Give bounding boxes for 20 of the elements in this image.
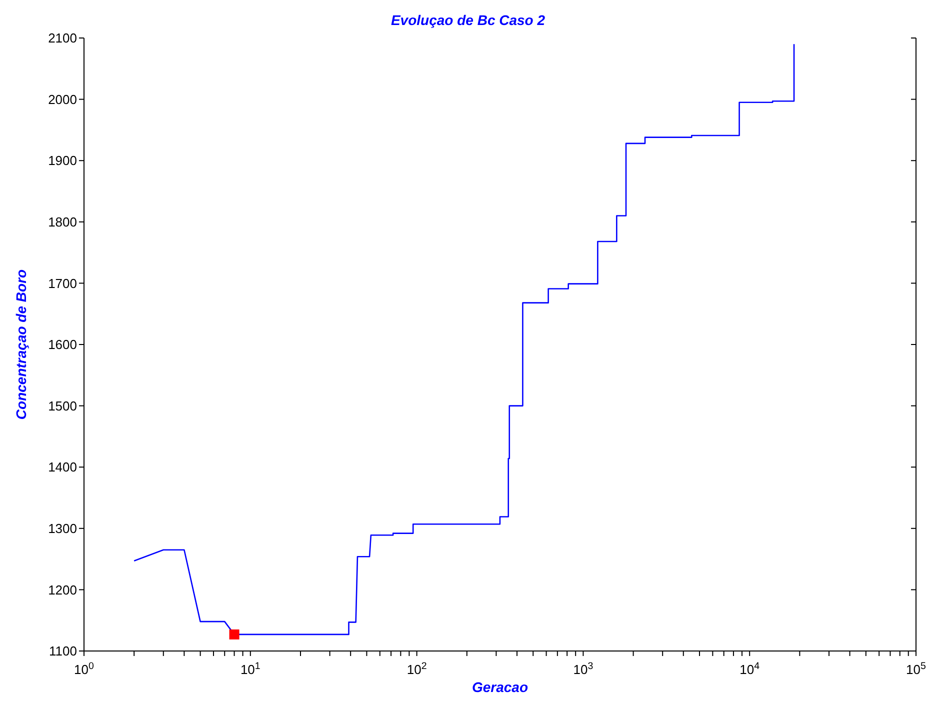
x-tick-label: 10$^{1}$ [240, 660, 260, 677]
y-tick-label: 1300 [48, 521, 77, 536]
y-tick-label: 1400 [48, 460, 77, 475]
y-tick-label: 2000 [48, 92, 77, 107]
chart-title: Evoluçao de Bc Caso 2 [390, 12, 546, 28]
y-tick-label: 1500 [48, 398, 77, 414]
y-tick-label: 1600 [48, 337, 77, 352]
y-tick-label: 2100 [48, 30, 77, 46]
y-tick-label: 1900 [48, 153, 77, 168]
y-tick-label: 1700 [48, 276, 77, 291]
x-tick-label: 10$^{0}$ [74, 660, 95, 677]
y-axis-title: Concentraçao de Boro [13, 268, 29, 420]
y-tick-label: 1800 [48, 214, 77, 230]
x-tick-label: 10$^{4}$ [740, 660, 760, 677]
y-tick-label: 1100 [49, 644, 77, 659]
x-tick-label: 10$^{2}$ [406, 660, 427, 677]
y-tick-label: 1200 [48, 582, 77, 598]
x-axis-title: Geracao [472, 679, 528, 695]
x-tick-label: 10$^{5}$ [906, 660, 927, 677]
x-tick-label: 10$^{3}$ [573, 660, 594, 677]
